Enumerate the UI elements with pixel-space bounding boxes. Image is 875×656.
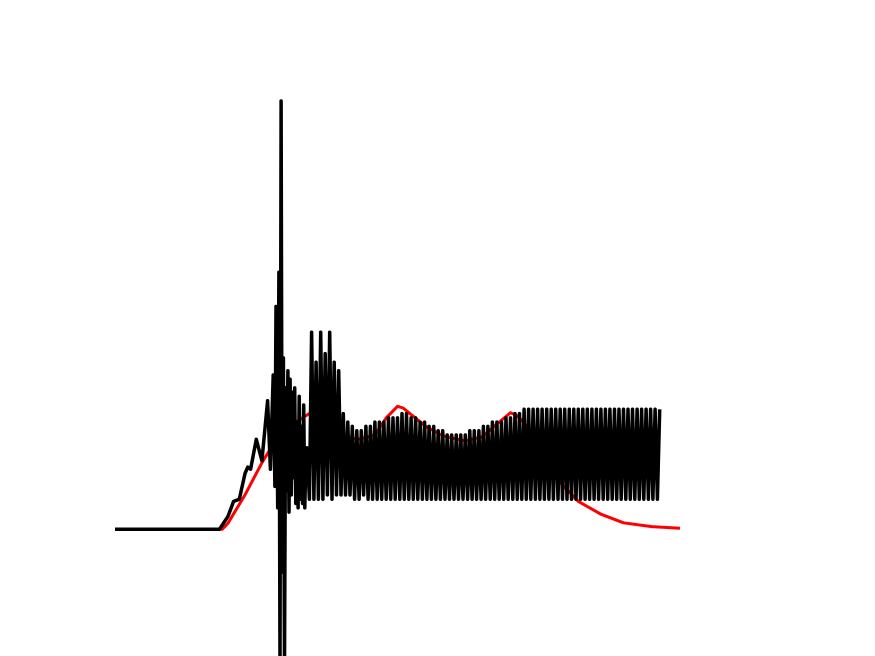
series-line-2 [115, 99, 662, 656]
series-layer [115, 99, 681, 656]
